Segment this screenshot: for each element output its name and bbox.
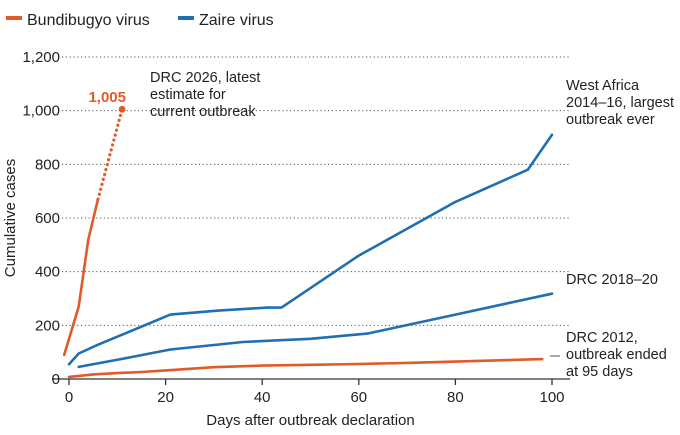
series-endpoint-drc-2026 [118,105,126,113]
y-tick-label: 200 [35,317,60,334]
drc2012-annotation: outbreak ended [566,347,667,363]
y-tick-label: 400 [35,264,60,281]
drc2026-annotation: estimate for [150,87,226,103]
y-tick-label: 1,000 [22,103,60,120]
drc2026-value-label: 1,005 [88,89,126,106]
y-tick-label: 800 [35,156,60,173]
drc2026-annotation: DRC 2026, latest [150,70,260,86]
x-tick-label: 20 [157,389,174,406]
x-tick-label: 0 [65,389,73,406]
series-line-drc-2026 [62,197,100,357]
x-tick-label: 60 [350,389,367,406]
drc2026-annotation: current outbreak [150,104,256,120]
x-tick-label: 100 [539,389,564,406]
y-tick-label: 600 [35,210,60,227]
x-tick-label: 80 [447,389,464,406]
series-projection-drc-2026 [96,107,124,201]
y-axis-title: Cumulative cases [2,159,19,277]
x-axis-title: Days after outbreak declaration [206,412,414,429]
series-line-west-africa-2014-16 [67,133,554,366]
y-tick-label: 1,200 [22,49,60,66]
x-tick-label: 40 [254,389,271,406]
west-africa-annotation: 2014–16, largest [566,95,674,111]
west-africa-annotation: West Africa [566,78,640,94]
legend-label: Bundibugyo virus [27,12,150,29]
y-tick-label: 0 [52,371,60,388]
series-line-drc-2012 [67,357,544,379]
drc2012-annotation: at 95 days [566,364,633,380]
legend-swatch [6,16,22,20]
drc2018-annotation: DRC 2018–20 [566,272,658,288]
drc2012-annotation: DRC 2012, [566,330,638,346]
legend-label: Zaire virus [199,12,274,29]
west-africa-annotation: outbreak ever [566,112,655,128]
legend-swatch [178,16,194,20]
series-line-drc-2018-20 [77,292,554,369]
